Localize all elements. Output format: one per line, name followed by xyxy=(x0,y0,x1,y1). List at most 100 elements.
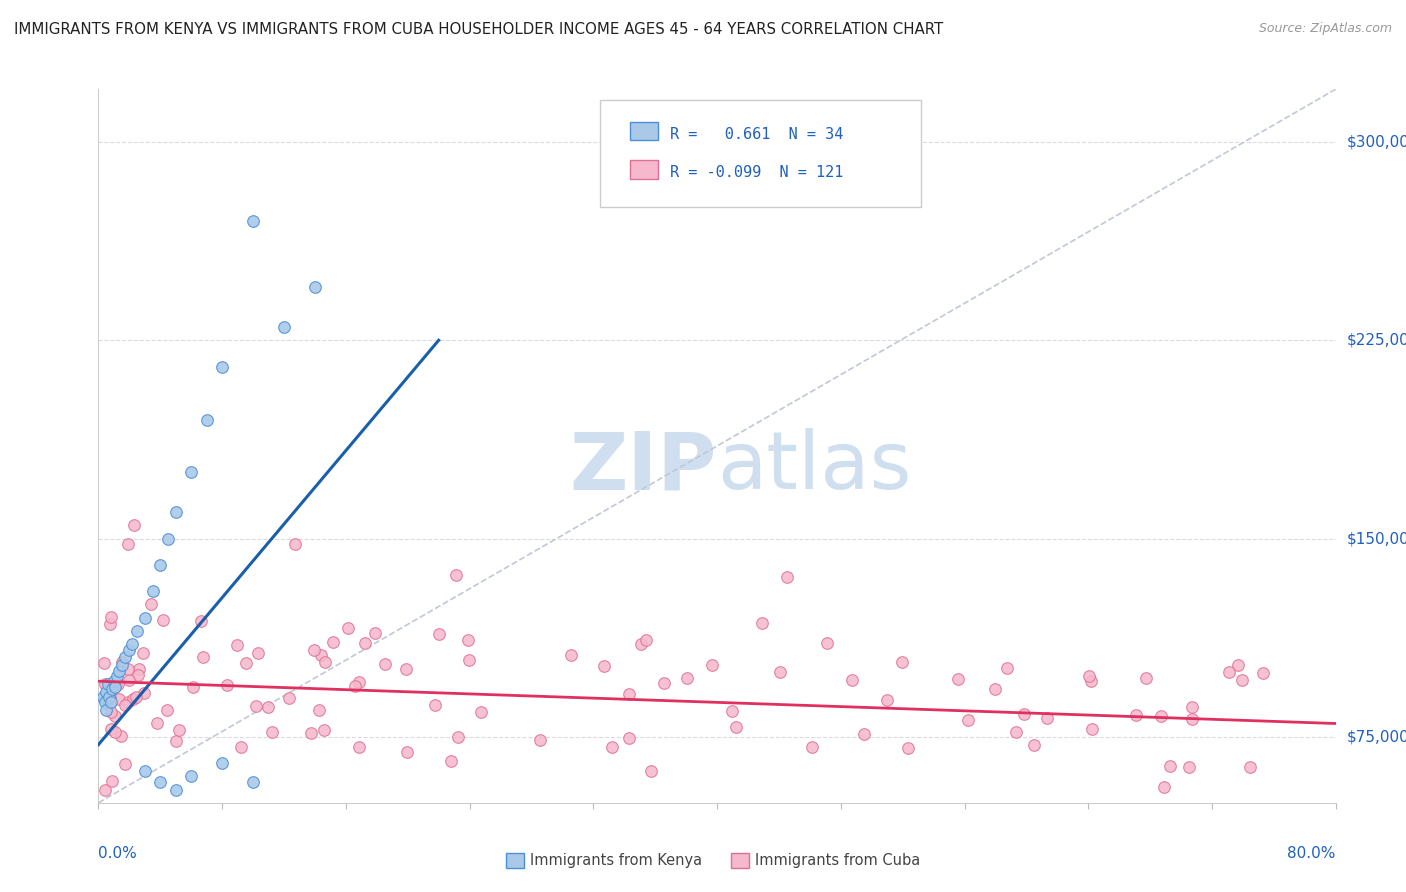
Point xyxy=(1153,780,1175,795)
Point xyxy=(246,646,269,660)
Point xyxy=(304,280,326,294)
Point xyxy=(149,774,172,789)
Point xyxy=(776,570,799,584)
Point xyxy=(104,678,127,692)
Point xyxy=(1036,711,1059,725)
Point xyxy=(107,664,129,678)
Point xyxy=(117,695,139,709)
Point xyxy=(617,731,640,745)
Point xyxy=(103,674,125,689)
Point xyxy=(93,695,115,709)
Point xyxy=(235,657,257,671)
Point xyxy=(245,699,267,714)
Point xyxy=(395,662,418,676)
Point xyxy=(560,648,582,663)
Point xyxy=(600,739,623,754)
Point xyxy=(96,685,118,699)
Point xyxy=(93,656,115,670)
Point xyxy=(211,359,233,374)
Point xyxy=(156,703,179,717)
Point xyxy=(1181,699,1204,714)
Point xyxy=(309,648,332,662)
Point xyxy=(98,690,121,704)
Point xyxy=(277,691,299,706)
Point xyxy=(995,661,1018,675)
Point xyxy=(841,673,863,687)
Point xyxy=(1150,708,1173,723)
Point xyxy=(308,703,330,717)
Point xyxy=(353,636,375,650)
Point xyxy=(180,466,202,480)
Point xyxy=(107,677,129,691)
Point xyxy=(94,782,117,797)
Text: ZIP: ZIP xyxy=(569,428,717,507)
Point xyxy=(751,615,773,630)
Point xyxy=(101,682,124,697)
Point xyxy=(117,673,139,687)
Point xyxy=(347,739,370,754)
Point xyxy=(146,715,169,730)
Point xyxy=(211,756,233,771)
Point xyxy=(100,695,122,709)
Point xyxy=(122,518,145,533)
Point xyxy=(121,691,143,706)
Point xyxy=(105,669,128,683)
Point xyxy=(181,680,204,694)
Point xyxy=(121,637,143,651)
Point xyxy=(97,698,120,712)
Point xyxy=(444,568,467,582)
Point xyxy=(100,722,122,736)
Point xyxy=(157,532,180,546)
Point xyxy=(876,693,898,707)
Text: Source: ZipAtlas.com: Source: ZipAtlas.com xyxy=(1258,22,1392,36)
Point xyxy=(769,665,792,679)
Point xyxy=(1125,707,1147,722)
Text: atlas: atlas xyxy=(717,428,911,507)
Point xyxy=(100,705,122,719)
Point xyxy=(1022,738,1045,752)
Point xyxy=(114,757,136,772)
Point xyxy=(134,611,156,625)
Point xyxy=(273,320,295,334)
Point xyxy=(91,690,114,704)
Point xyxy=(425,698,447,713)
Point xyxy=(1218,665,1240,679)
Point xyxy=(100,610,122,624)
Point xyxy=(231,739,253,754)
Point xyxy=(1227,658,1250,673)
Point xyxy=(125,690,148,705)
Point xyxy=(396,745,419,759)
Point xyxy=(132,686,155,700)
Text: 0.0%: 0.0% xyxy=(98,846,138,861)
Point xyxy=(1181,712,1204,726)
Point xyxy=(458,653,481,667)
Text: $75,000: $75,000 xyxy=(1347,730,1406,744)
Point xyxy=(166,734,188,748)
Point xyxy=(127,624,149,638)
Point xyxy=(312,723,335,737)
Point xyxy=(1080,723,1102,737)
Text: $150,000: $150,000 xyxy=(1347,531,1406,546)
Point xyxy=(167,723,190,738)
Point xyxy=(1078,669,1101,683)
Bar xyxy=(630,161,658,179)
Point xyxy=(440,754,463,768)
Point xyxy=(592,659,614,673)
Text: 80.0%: 80.0% xyxy=(1288,846,1336,861)
Point xyxy=(195,412,218,426)
Point xyxy=(322,635,344,649)
Point xyxy=(96,703,118,717)
Point xyxy=(117,662,139,676)
Point xyxy=(104,708,127,723)
Point xyxy=(111,655,134,669)
Point xyxy=(302,642,325,657)
Point xyxy=(724,720,747,734)
Point xyxy=(1005,724,1028,739)
Point xyxy=(676,671,699,685)
Point xyxy=(104,680,127,694)
Point xyxy=(152,613,174,627)
Point xyxy=(529,733,551,747)
Point xyxy=(1253,666,1275,681)
Point xyxy=(165,782,187,797)
Point xyxy=(180,769,202,783)
